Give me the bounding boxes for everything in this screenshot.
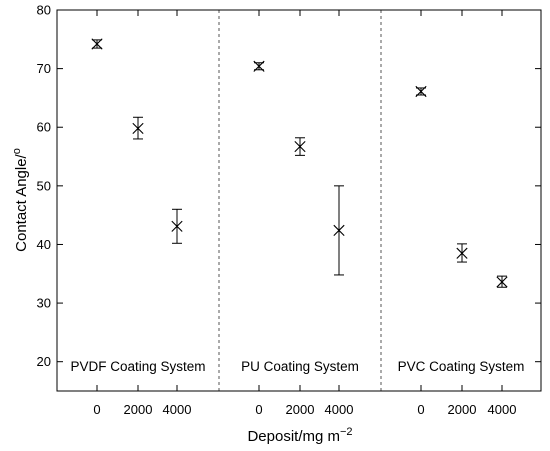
plot-frame: [56, 9, 542, 392]
x-tick-label-3-0: 0: [417, 402, 424, 417]
x-tick-label-2-1: 2000: [286, 402, 315, 417]
y-axis-title-text: Contact Angle/: [13, 153, 30, 251]
data-point-3-1: [456, 247, 468, 259]
data-point-3-0: [415, 85, 427, 98]
panel-label-1: PVDF Coating System: [70, 359, 205, 374]
data-point-1-1: [132, 122, 144, 134]
x-tick-label-3-1: 2000: [448, 402, 477, 417]
data-point-2-2: [333, 224, 345, 236]
plot-marks: 20 30 40 50 60 70 80 PVDF Coating System 0 2000 40…: [37, 3, 541, 417]
y-tick-label-60: 60: [37, 120, 51, 135]
data-point-2-0: [253, 60, 265, 72]
data-point-3-2: [496, 276, 508, 288]
x-axis-title-text: Deposit/mg m: [247, 428, 340, 445]
y-tick-label-50: 50: [37, 178, 51, 193]
x-tick-label-1-1: 2000: [124, 402, 153, 417]
x-tick-label-1-0: 0: [93, 402, 100, 417]
x-axis-title-superscript: −2: [340, 426, 353, 438]
x-axis-title: Deposit/mg m−2: [247, 426, 352, 445]
y-tick-label-40: 40: [37, 237, 51, 252]
y-axis-title: Contact Angle/o: [11, 148, 30, 252]
data-point-1-2: [171, 220, 183, 232]
x-tick-label-3-2: 4000: [488, 402, 517, 417]
x-tick-label-1-2: 4000: [163, 402, 192, 417]
data-point-2-1: [294, 140, 306, 153]
y-tick-label-30: 30: [37, 296, 51, 311]
x-tick-label-2-0: 0: [255, 402, 262, 417]
y-tick-label-80: 80: [37, 3, 51, 18]
x-tick-label-2-2: 4000: [325, 402, 354, 417]
y-tick-label-20: 20: [37, 354, 51, 369]
y-tick-label-70: 70: [37, 61, 51, 76]
y-axis-title-superscript: o: [11, 148, 23, 154]
panel-label-3: PVC Coating System: [398, 359, 525, 374]
panel-label-2: PU Coating System: [241, 359, 359, 374]
data-point-1-0: [91, 38, 103, 50]
